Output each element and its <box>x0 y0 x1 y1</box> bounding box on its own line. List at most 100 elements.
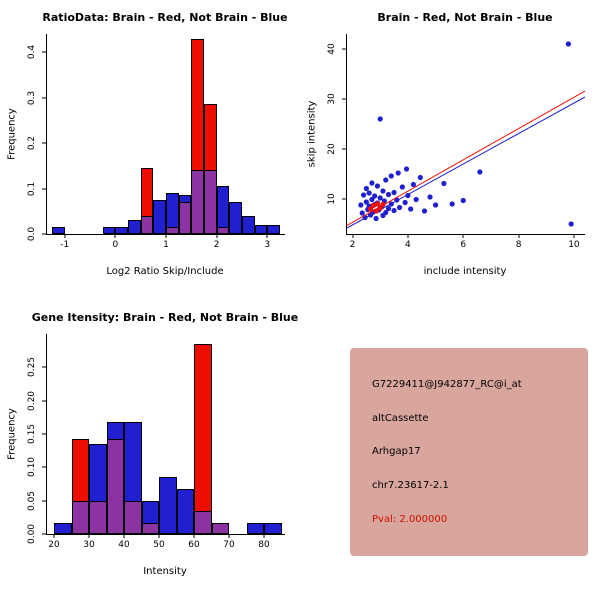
hist-bar <box>52 227 65 234</box>
scatter-y-axis-label: skip intensity <box>306 100 318 168</box>
x-tick-mark <box>462 234 464 238</box>
fit-line-blue <box>347 96 585 229</box>
hist-bar <box>159 477 177 534</box>
y-tick-mark <box>42 51 47 53</box>
ratio-hist-x-axis-label: Log2 Ratio Skip/Include <box>106 266 224 277</box>
fit-line-red <box>347 90 585 226</box>
scatter-point-notbrain <box>383 177 389 183</box>
hist-bar <box>54 522 72 534</box>
x-tick-label: 2 <box>349 240 356 250</box>
scatter-point-notbrain <box>366 190 372 196</box>
hist-bar-overlap <box>166 227 179 234</box>
scatter-point-notbrain <box>358 202 364 208</box>
scatter-point-notbrain <box>410 181 417 188</box>
scatter-point-notbrain <box>421 208 428 214</box>
gene-hist-plot-area: 20 30 40 50 60 70 80 0.00 0.05 0.10 0.15 0.20 0.25 <box>27 334 285 550</box>
hist-bar-overlap <box>141 522 159 534</box>
scatter-point-notbrain <box>359 210 365 216</box>
scatter-point-notbrain <box>361 192 367 198</box>
panel-gene-info: G7229411@J942877_RC@i_at altCassette Arh… <box>300 300 600 600</box>
scatter-title: Brain - Red, Not Brain - Blue <box>377 11 553 24</box>
x-tick-label: 60 <box>188 540 200 550</box>
x-tick-mark <box>123 534 125 538</box>
hist-bar-overlap <box>191 170 204 234</box>
x-tick-mark <box>64 234 66 238</box>
hist-bar-overlap <box>203 170 217 234</box>
scatter-point-notbrain <box>460 197 466 204</box>
x-tick-label: 20 <box>48 540 60 550</box>
scatter-point-notbrain <box>363 185 369 192</box>
scatter-canvas <box>347 41 585 229</box>
hist-bar-overlap <box>89 500 107 534</box>
hist-bar-overlap <box>124 500 142 534</box>
ratio-hist-title: RatioData: Brain - Red, Not Brain - Blue <box>42 11 288 24</box>
gene-hist-y-axis-label: Frequency <box>6 408 18 460</box>
y-tick-label: 40 <box>327 43 337 55</box>
hist-bar <box>176 488 194 534</box>
x-tick-mark <box>53 534 55 538</box>
y-tick-label: 0.10 <box>27 457 37 478</box>
scatter-point-notbrain <box>477 169 483 175</box>
ratio-hist-y-axis-label: Frequency <box>6 108 18 160</box>
scatter-point-brain <box>370 202 376 209</box>
scatter-point-notbrain <box>395 170 401 176</box>
scatter-point-notbrain <box>441 180 447 187</box>
scatter-point-notbrain <box>396 204 403 211</box>
gene-name-text: Arhgap17 <box>372 446 421 458</box>
scatter-point-notbrain <box>417 174 423 181</box>
scatter-point-notbrain <box>427 194 433 200</box>
x-tick-label: 40 <box>118 540 130 550</box>
scatter-point-notbrain <box>568 221 574 227</box>
y-tick-label: 20 <box>327 143 337 155</box>
scatter-point-notbrain <box>399 184 405 190</box>
x-tick-mark <box>88 534 90 538</box>
x-tick-label: 1 <box>163 240 169 250</box>
x-tick-label: -1 <box>60 240 70 250</box>
y-tick-mark <box>42 500 47 502</box>
scatter-point-notbrain <box>377 116 383 122</box>
hist-bar <box>153 199 166 234</box>
hist-bar-overlap <box>140 215 154 234</box>
scatter-point-notbrain <box>372 193 378 199</box>
hist-bar <box>128 220 141 234</box>
y-tick-mark <box>42 400 47 402</box>
panel-ratio-histogram: RatioData: Brain - Red, Not Brain - Blue… <box>0 0 300 300</box>
x-tick-mark <box>228 534 230 538</box>
ratio-hist-plot-area: -1 0 1 2 3 0.0 0.1 0.2 0.3 0.4 <box>27 34 285 250</box>
hist-bar <box>254 224 268 234</box>
x-tick-mark <box>165 234 167 238</box>
hist-bar <box>267 224 280 234</box>
scatter-point-notbrain <box>391 189 397 196</box>
probe-id-text: G7229411@J942877_RC@i_at <box>372 378 522 390</box>
x-tick-label: 10 <box>568 240 580 250</box>
scatter-plot-area: 2 4 6 8 10 10 20 30 40 <box>327 34 585 250</box>
hist-bar <box>264 522 282 534</box>
y-tick-mark <box>42 97 47 99</box>
x-tick-mark <box>216 234 218 238</box>
hist-bar <box>229 202 242 234</box>
scatter-point-brain <box>380 201 386 208</box>
hist-bar-overlap <box>106 439 124 534</box>
hist-bar-overlap <box>178 202 192 234</box>
x-tick-label: 6 <box>460 240 467 250</box>
scatter-point-notbrain <box>388 173 394 179</box>
scatter-point-brain <box>374 201 381 207</box>
y-tick-mark <box>342 98 347 100</box>
y-tick-label: 0.15 <box>27 423 37 445</box>
hist-bar-overlap <box>211 522 229 534</box>
x-tick-mark <box>266 234 268 238</box>
x-tick-mark <box>263 534 265 538</box>
x-tick-mark <box>352 234 354 238</box>
x-tick-mark <box>114 234 116 238</box>
x-tick-label: 80 <box>258 540 270 550</box>
x-tick-label: 8 <box>515 240 522 250</box>
y-tick-label: 0.3 <box>27 90 37 105</box>
scatter-point-notbrain <box>380 188 386 194</box>
y-tick-mark <box>42 188 47 190</box>
x-tick-label: 2 <box>213 240 220 250</box>
hist-bar <box>102 227 116 234</box>
x-tick-label: 0 <box>112 240 119 250</box>
scatter-point-brain <box>377 205 383 211</box>
x-tick-mark <box>193 534 195 538</box>
